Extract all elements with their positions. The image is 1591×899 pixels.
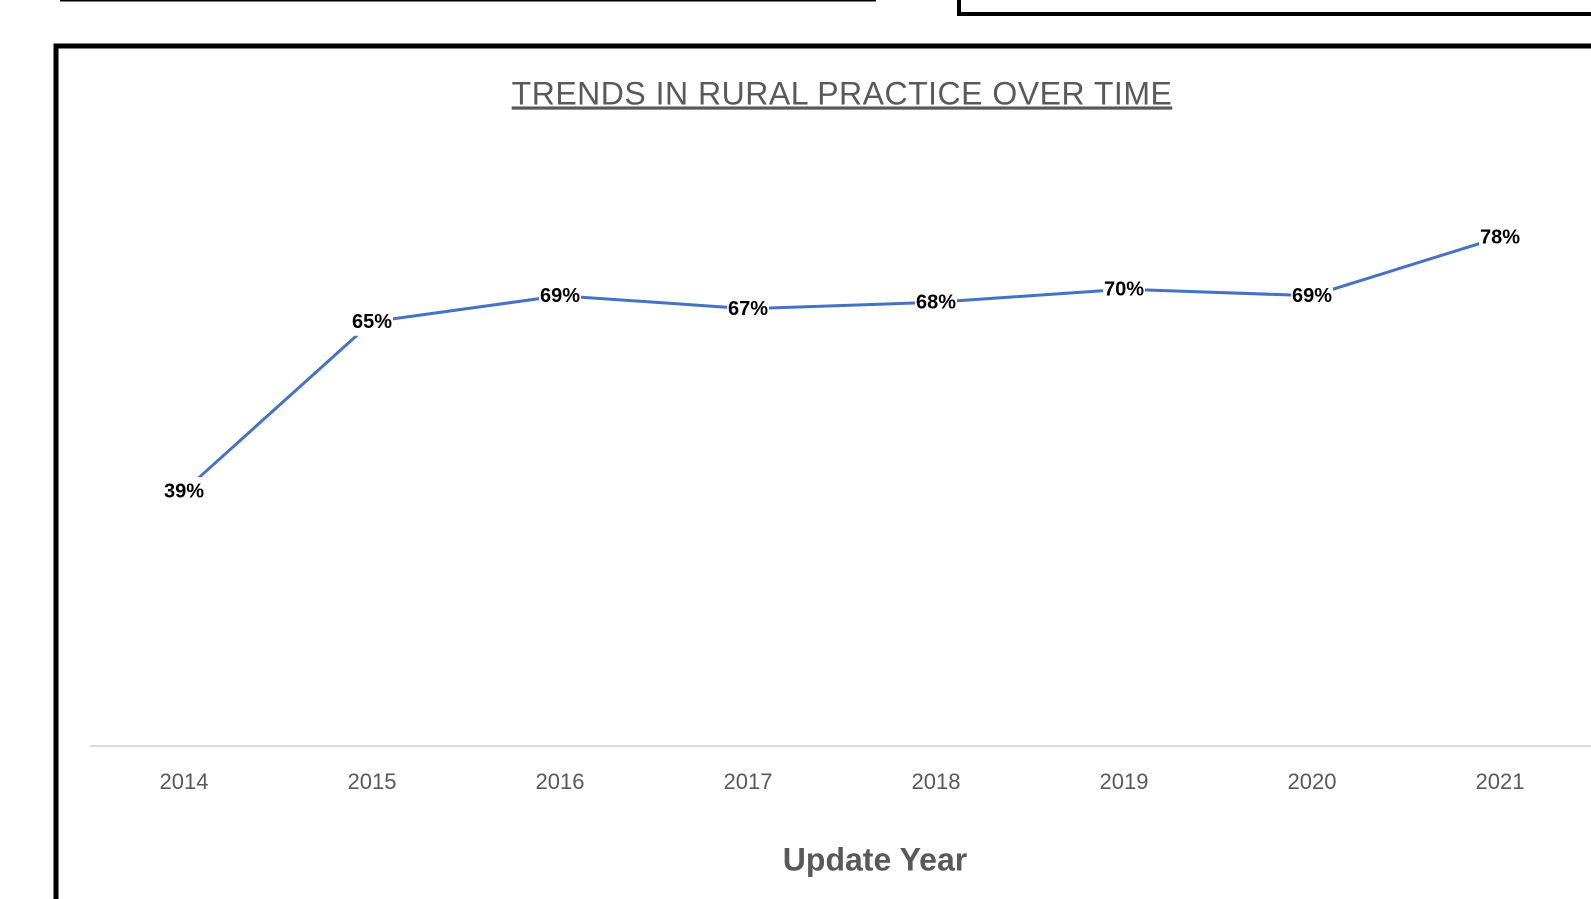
data-label-bg bbox=[351, 307, 393, 336]
data-label: 68% bbox=[916, 292, 956, 314]
x-tick-label: 2018 bbox=[912, 769, 961, 794]
chart-frame bbox=[53, 43, 1591, 899]
data-label-bg bbox=[1291, 281, 1333, 310]
data-label-bg bbox=[1103, 275, 1145, 304]
data-label-bg bbox=[163, 477, 205, 506]
data-label: 69% bbox=[1292, 285, 1332, 307]
data-label: 69% bbox=[540, 285, 580, 307]
data-label-bg bbox=[1479, 223, 1521, 252]
x-tick-label: 2017 bbox=[724, 769, 773, 794]
frame-above-right bbox=[957, 0, 1591, 16]
x-tick-label: 2019 bbox=[1100, 769, 1149, 794]
data-label: 67% bbox=[728, 298, 768, 320]
data-label: 70% bbox=[1104, 279, 1144, 301]
line-series bbox=[182, 235, 1501, 493]
x-tick-label: 2015 bbox=[348, 769, 397, 794]
data-label-bg bbox=[915, 288, 957, 317]
x-tick-label: 2020 bbox=[1288, 769, 1337, 794]
data-label: 78% bbox=[1480, 226, 1520, 248]
data-label-bg bbox=[727, 294, 769, 323]
x-tick-label: 2014 bbox=[160, 769, 209, 794]
chart-title: TRENDS IN RURAL PRACTICE OVER TIME bbox=[512, 75, 1173, 111]
data-label: 39% bbox=[164, 480, 204, 502]
x-axis-label: Update Year bbox=[783, 841, 967, 877]
data-label: 65% bbox=[352, 311, 392, 333]
data-label-bg bbox=[539, 281, 581, 310]
x-tick-label: 2016 bbox=[536, 769, 585, 794]
x-tick-label: 2021 bbox=[1476, 769, 1525, 794]
